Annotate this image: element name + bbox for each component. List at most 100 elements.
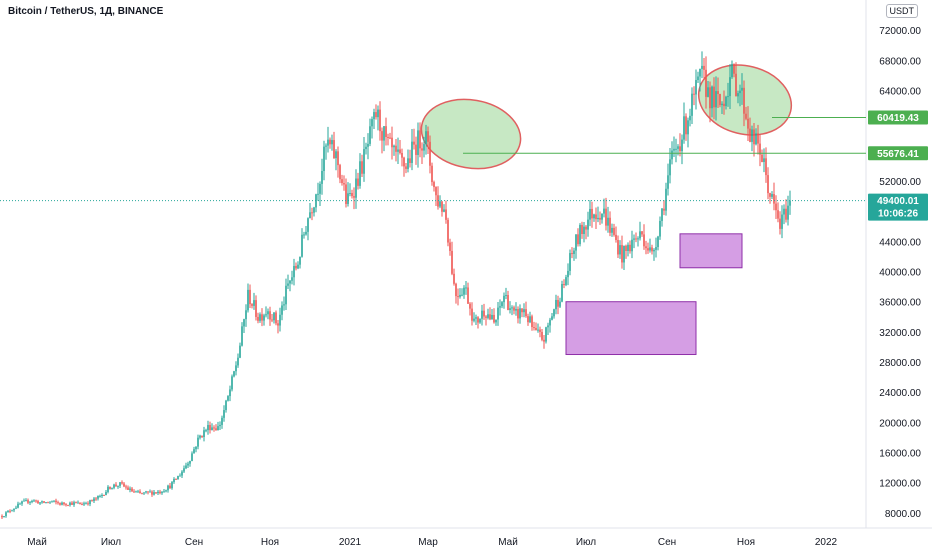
candle-body	[745, 113, 747, 119]
candle-body	[15, 507, 17, 509]
candle-body	[221, 417, 223, 425]
candle-body	[171, 482, 173, 489]
candle-body	[353, 196, 355, 198]
x-tick-label: Июл	[576, 537, 596, 548]
candle-body	[1, 515, 3, 518]
candle-body	[7, 510, 9, 513]
candle-body	[503, 295, 505, 303]
candle-body	[763, 158, 765, 163]
candle-body	[521, 308, 523, 313]
candle-body	[759, 143, 761, 155]
candle-body	[769, 193, 771, 197]
candle-body	[141, 493, 143, 495]
candle-body	[387, 137, 389, 139]
candle-body	[417, 130, 419, 155]
candle-body	[197, 437, 199, 447]
candle-body	[279, 314, 281, 326]
candle-body	[213, 427, 215, 429]
candle-body	[121, 482, 123, 484]
candle-body	[155, 492, 157, 494]
candle-body	[87, 503, 89, 505]
candle-body	[255, 300, 257, 317]
candle-body	[37, 501, 39, 504]
candle-body	[79, 502, 81, 505]
candle-body	[107, 486, 109, 492]
candle-body	[697, 76, 699, 81]
candle-body	[147, 491, 149, 493]
candle-body	[423, 144, 425, 151]
candle-body	[479, 318, 481, 323]
candle-body	[209, 425, 211, 431]
candle-body	[595, 214, 597, 220]
candle-body	[637, 238, 639, 240]
candle-body	[737, 93, 739, 97]
candle-body	[555, 299, 557, 310]
candle-body	[277, 323, 279, 326]
candle-body	[373, 112, 375, 120]
candle-body	[83, 503, 85, 505]
x-tick-label: Ноя	[261, 537, 279, 548]
candle-body	[765, 158, 767, 176]
candle-body	[39, 502, 41, 504]
candle-body	[179, 475, 181, 477]
candle-body	[567, 270, 569, 278]
candle-body	[271, 319, 273, 321]
candle-body	[439, 201, 441, 207]
candle-body	[407, 158, 409, 169]
candle-body	[311, 212, 313, 214]
chart-title: Bitcoin / TetherUS, 1Д, BINANCE	[8, 6, 164, 17]
candle-body	[381, 131, 383, 141]
candle-body	[429, 141, 431, 166]
candle-body	[293, 265, 295, 278]
y-tick-label: 36000.00	[879, 298, 921, 309]
candle-body	[537, 329, 539, 331]
candle-body	[751, 129, 753, 142]
candle-body	[31, 501, 33, 503]
candle-body	[73, 502, 75, 505]
candle-body	[157, 491, 159, 494]
candle-body	[53, 500, 55, 502]
current-price-label: 49400.01	[877, 196, 919, 207]
candle-body	[455, 283, 457, 297]
candle-body	[481, 310, 483, 319]
candle-body	[189, 460, 191, 464]
x-tick-label: Сен	[185, 537, 203, 548]
candle-body	[57, 502, 59, 504]
candle-body	[685, 116, 687, 135]
candle-body	[589, 208, 591, 220]
currency-badge[interactable]: USDT	[885, 4, 918, 18]
candle-body	[131, 488, 133, 492]
candle-body	[139, 491, 141, 494]
candle-body	[433, 182, 435, 188]
candle-body	[159, 491, 161, 494]
x-tick-label: 2022	[815, 537, 838, 548]
candle-body	[113, 484, 115, 488]
candle-body	[557, 299, 559, 307]
candle-body	[297, 264, 299, 269]
candle-body	[13, 508, 15, 511]
candle-body	[789, 200, 791, 206]
candle-body	[163, 491, 165, 493]
candle-body	[431, 165, 433, 183]
candle-body	[317, 193, 319, 195]
level-label-bg	[868, 146, 928, 161]
candle-body	[345, 184, 347, 204]
level-label: 60419.43	[877, 113, 919, 124]
candle-body	[441, 201, 443, 212]
candle-body	[367, 143, 369, 147]
candle-body	[529, 316, 531, 323]
y-tick-label: 44000.00	[879, 237, 921, 248]
level-label-bg	[868, 110, 928, 125]
candle-body	[219, 424, 221, 427]
candle-body	[331, 140, 333, 145]
candle-body	[629, 244, 631, 252]
candle-body	[545, 327, 547, 342]
candle-body	[605, 208, 607, 226]
candle-body	[313, 207, 315, 213]
candle-body	[105, 491, 107, 496]
candle-body	[243, 319, 245, 327]
candle-body	[167, 485, 169, 491]
candle-body	[507, 294, 509, 310]
top-ellipse-1	[420, 98, 522, 170]
